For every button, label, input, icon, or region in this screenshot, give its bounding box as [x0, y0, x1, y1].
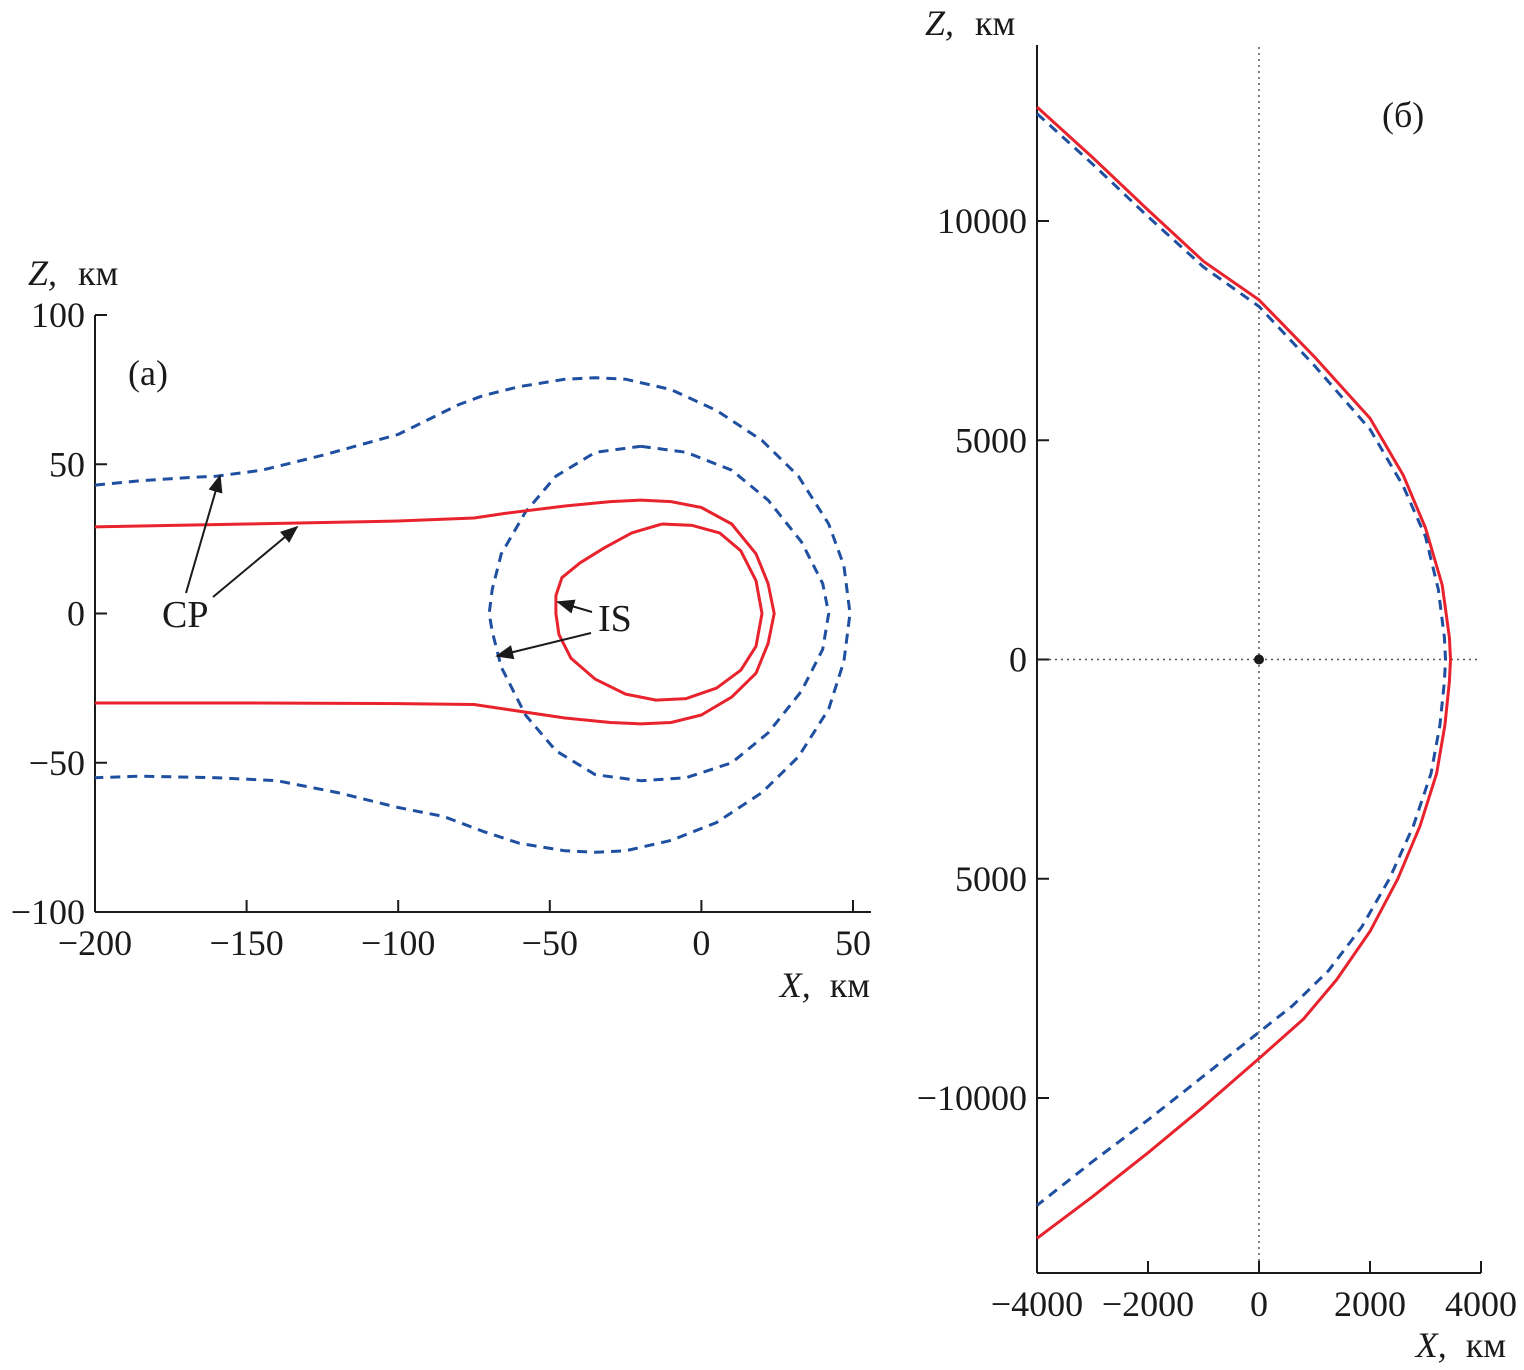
panel-b-x-axis-unit: км — [1466, 1325, 1506, 1365]
chart-panel-b: (б) Z, км X, км −4000 −2000 0 2000 4000 10000… — [917, 3, 1517, 1365]
panel-a-x-axis-label: X, км — [778, 965, 870, 1005]
panel-a-x-tick-label: −50 — [522, 923, 578, 963]
panel-b-y-tick-label: 0 — [1009, 640, 1027, 680]
panel-a-series-solid-2 — [94, 498, 776, 726]
panel-a-axes: −200 −150 −100 −50 0 50 −100 −50 0 50 100 — [11, 295, 871, 963]
panel-a-x-axis-unit: км — [830, 965, 870, 1005]
panel-a-y-tick-label: −50 — [29, 743, 85, 783]
arrow-is-to-blue-inner — [495, 632, 592, 660]
panel-b-series — [1035, 105, 1452, 1240]
panel-b-series-solid-0 — [1035, 105, 1452, 1240]
chart-panel-a: (а) Z, км X, км −200 −150 −100 −50 0 50 −100 −5… — [11, 253, 871, 1005]
arrow-is-to-red-inner — [556, 599, 593, 614]
panel-b-x-tick-label: −4000 — [991, 1284, 1083, 1324]
panel-b-guides — [1037, 47, 1481, 1273]
panel-b-y-tick-label: −10000 — [917, 1078, 1027, 1118]
panel-a-series-dashed-1 — [487, 444, 831, 783]
panel-a-y-axis-label: Z, км — [28, 253, 118, 293]
panel-b-y-axis-var: Z, — [925, 3, 954, 43]
panel-a-label: (а) — [128, 353, 168, 393]
annotation-is: IS — [598, 598, 632, 640]
panel-a-y-tick-label: −100 — [11, 892, 85, 932]
panel-b-y-axis-unit: км — [975, 3, 1015, 43]
panel-b-x-tick-label: 4000 — [1445, 1284, 1517, 1324]
panel-b-y-tick-label: 5000 — [955, 859, 1027, 899]
arrow-cp-to-blue-tail — [185, 474, 223, 594]
panel-a-x-tick-label: −150 — [209, 923, 283, 963]
panel-b-x-tick-label: −2000 — [1102, 1284, 1194, 1324]
panel-b-series-dashed-1 — [1035, 112, 1447, 1207]
panel-a-x-tick-label: 0 — [692, 923, 710, 963]
panel-a-y-tick-label: 100 — [31, 295, 85, 335]
panel-b-x-axis-label: X, км — [1414, 1325, 1506, 1365]
panel-a-y-tick-label: 0 — [67, 594, 85, 634]
panel-a-series-solid-3 — [554, 522, 764, 702]
panel-a-y-tick-label: 50 — [49, 444, 85, 484]
reference-point — [1254, 654, 1264, 665]
panel-a-x-tick-label: −100 — [361, 923, 435, 963]
panel-b-label: (б) — [1382, 95, 1424, 135]
panel-b-axes: −4000 −2000 0 2000 4000 10000 5000 0 5000 −10000 — [917, 45, 1517, 1324]
panel-b-y-tick-label: 5000 — [955, 420, 1027, 460]
panel-a-y-axis-unit: км — [78, 253, 118, 293]
panel-b-y-tick-label: 10000 — [937, 201, 1027, 241]
annotation-cp: CP — [162, 594, 208, 636]
arrow-cp-to-red-tail — [212, 525, 299, 598]
panel-a-y-axis-var: Z, — [28, 253, 57, 293]
panel-b-x-tick-label: 2000 — [1334, 1284, 1406, 1324]
panel-a-x-tick-label: 50 — [835, 923, 871, 963]
panel-b-x-tick-label: 0 — [1250, 1284, 1268, 1324]
panel-a-x-tick-label: −200 — [58, 923, 132, 963]
panel-a-series — [94, 376, 852, 854]
panel-b-x-axis-var: X, — [1414, 1325, 1447, 1365]
panel-b-y-axis-label: Z, км — [925, 3, 1015, 43]
panel-a-x-axis-var: X, — [778, 965, 811, 1005]
